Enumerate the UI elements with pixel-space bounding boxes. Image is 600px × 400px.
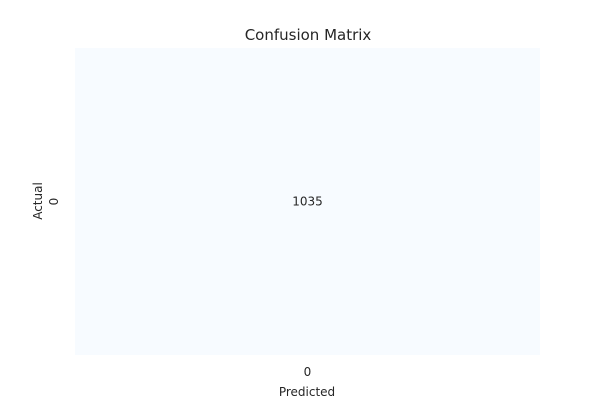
- heatmap-cells: [75, 48, 540, 355]
- heatmap-cell-labels: 1035: [292, 195, 323, 209]
- heatmap-cell-0-0: [75, 48, 540, 355]
- y-tick-labels: 0: [47, 198, 61, 206]
- y-tick-label: 0: [47, 198, 61, 206]
- x-axis-label: Predicted: [279, 385, 335, 399]
- x-tick-label: 0: [304, 365, 312, 379]
- y-axis-label: Actual: [31, 182, 45, 220]
- x-tick-labels: 0: [304, 365, 312, 379]
- cell-value-label-0-0: 1035: [292, 195, 323, 209]
- chart-title: Confusion Matrix: [245, 26, 372, 44]
